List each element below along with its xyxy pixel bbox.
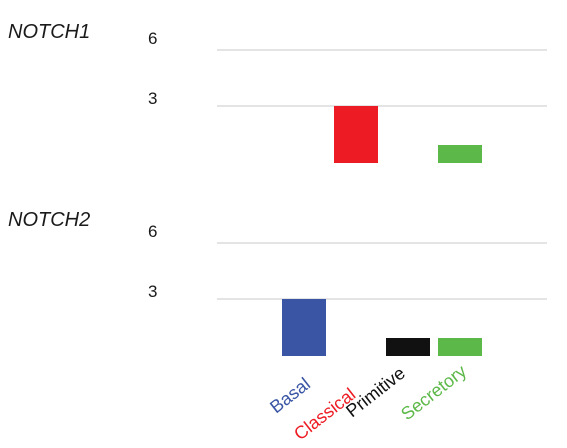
panel-title: NOTCH2 — [8, 209, 90, 231]
y-tick-label: 6 — [148, 29, 157, 48]
category-label-basal: Basal — [266, 374, 314, 417]
y-tick-label: 3 — [148, 89, 157, 108]
chart-panel-0: NOTCH1 3 6 — [8, 21, 547, 163]
bar-classical — [334, 106, 378, 163]
bar-basal — [282, 299, 326, 356]
bar-secretory — [438, 338, 482, 356]
bar-secretory — [438, 145, 482, 163]
bar-primitive — [386, 338, 430, 356]
y-tick-label: 3 — [148, 282, 157, 301]
category-label-secretory: Secretory — [397, 361, 470, 424]
panel-title: NOTCH1 — [8, 21, 90, 43]
chart-panel-1: NOTCH2 3 6 — [8, 209, 547, 356]
y-tick-label: 6 — [148, 222, 157, 241]
